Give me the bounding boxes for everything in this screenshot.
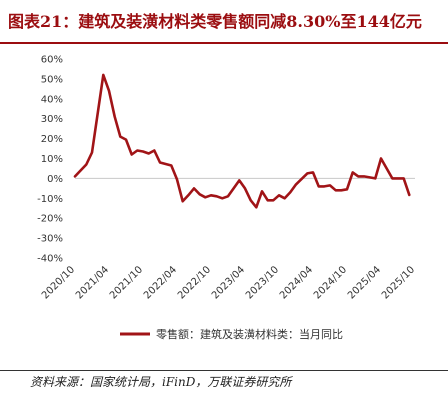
figure-title: 图表21：建筑及装潢材料类零售额同减8.30%至144亿元	[8, 12, 422, 31]
legend: 零售额：建筑及装潢材料类：当月同比	[120, 327, 343, 341]
series-line-retail-yoy	[73, 73, 411, 209]
x-tick-label: 2024/04	[278, 264, 315, 301]
x-tick-label: 2020/10	[40, 264, 77, 301]
y-axis-labels: 60% 50% 40% 30% 20% 10% 0% -10% -20% -30% -40%	[37, 55, 63, 265]
footer-divider	[0, 370, 448, 371]
x-tick-label: 2024/10	[312, 264, 349, 301]
x-tick-label: 2023/10	[244, 264, 281, 301]
source-note: 资料来源：国家统计局，iFinD，万联证券研究所	[30, 375, 292, 389]
y-tick-label: 50%	[41, 74, 63, 85]
y-tick-label: 0%	[47, 174, 63, 185]
y-tick-label: 10%	[41, 154, 63, 165]
x-tick-label: 2021/04	[74, 264, 111, 301]
title-divider	[0, 42, 448, 44]
x-tick-label: 2025/04	[346, 264, 383, 301]
x-tick-label: 2023/04	[210, 264, 247, 301]
x-tick-label: 2022/10	[176, 264, 213, 301]
x-axis-labels: 2020/102021/042021/102022/042022/102023/…	[40, 264, 417, 301]
y-tick-label: 40%	[41, 94, 63, 105]
x-tick-label: 2022/04	[142, 264, 179, 301]
y-tick-label: -40%	[37, 254, 63, 265]
y-tick-label: 20%	[41, 134, 63, 145]
legend-label: 零售额：建筑及装潢材料类：当月同比	[156, 327, 343, 341]
x-tick-label: 2025/10	[380, 264, 417, 301]
y-tick-label: 30%	[41, 114, 63, 125]
line-chart: 60% 50% 40% 30% 20% 10% 0% -10% -20% -30% -40% 202…	[37, 55, 417, 342]
y-tick-label: 60%	[41, 55, 63, 66]
y-tick-label: -10%	[37, 194, 63, 205]
y-tick-label: -30%	[37, 234, 63, 245]
y-tick-label: -20%	[37, 214, 63, 225]
x-tick-label: 2021/10	[108, 264, 145, 301]
